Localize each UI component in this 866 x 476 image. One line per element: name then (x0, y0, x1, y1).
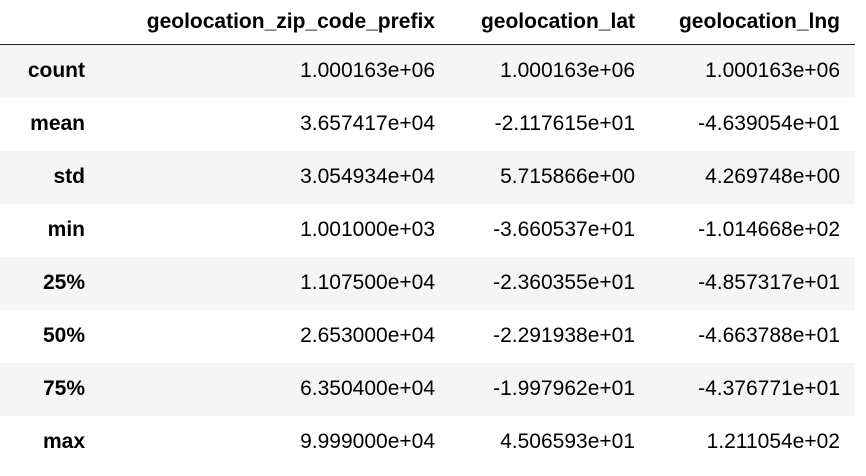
table-row: count 1.000163e+06 1.000163e+06 1.000163e+0… (0, 44, 855, 98)
row-label: 25% (42, 271, 85, 294)
cell: -2.117615e+01 (494, 112, 635, 135)
table-row: 75% 6.350400e+04 -1.997962e+01 -4.376771e+0… (0, 362, 855, 416)
cell: 1.000163e+06 (500, 59, 635, 83)
cell: -2.291938e+01 (493, 324, 635, 347)
describe-table: geolocation_zip_code_prefix geolocation_l… (0, 0, 855, 469)
row-label: mean (30, 112, 85, 135)
column-header: geolocation_lat (450, 0, 650, 45)
row-label: 50% (42, 324, 85, 347)
corner-cell (0, 0, 100, 45)
cell: 2.653000e+04 (300, 324, 435, 347)
cell: -1.014668e+02 (698, 218, 840, 241)
table-body: count 1.000163e+06 1.000163e+06 1.000163e+0… (0, 44, 855, 469)
cell: -1.997962e+01 (493, 377, 635, 400)
row-label: count (27, 59, 85, 83)
column-header: geolocation_lng (650, 0, 855, 45)
cell: 4.506593e+01 (500, 430, 635, 453)
cell: 6.350400e+04 (300, 377, 435, 400)
cell: 5.715866e+00 (500, 165, 635, 188)
cell: 1.000163e+06 (705, 59, 840, 83)
cell: 1.000163e+06 (300, 59, 435, 83)
table-row: max 9.999000e+04 4.506593e+01 1.211054e+02 (0, 416, 855, 469)
row-label: max (42, 430, 85, 453)
cell: 9.999000e+04 (300, 430, 435, 453)
table-row: std 3.054934e+04 5.715866e+00 4.269748e+00 (0, 150, 855, 204)
cell: 1.211054e+02 (706, 430, 840, 453)
cell: -2.360355e+01 (493, 271, 635, 294)
table-row: 50% 2.653000e+04 -2.291938e+01 -4.663788e+0… (0, 310, 855, 363)
cell: -4.857317e+01 (698, 271, 840, 294)
table-row: 25% 1.107500e+04 -2.360355e+01 -4.857317e+0… (0, 256, 855, 310)
cell: 4.269748e+00 (705, 165, 840, 188)
header-row: geolocation_zip_code_prefix geolocation_l… (0, 0, 855, 45)
table-row: min 1.001000e+03 -3.660537e+01 -1.014668e+0… (0, 204, 855, 257)
cell: -4.639054e+01 (698, 112, 840, 135)
row-label: std (53, 165, 86, 188)
cell: 3.054934e+04 (300, 165, 435, 188)
row-label: min (47, 218, 85, 241)
cell: -4.376771e+01 (698, 377, 840, 400)
row-label: 75% (42, 377, 85, 400)
cell: 3.657417e+04 (300, 112, 435, 135)
table-row: mean 3.657417e+04 -2.117615e+01 -4.639054e+… (0, 98, 855, 151)
cell: 1.001000e+03 (300, 218, 435, 241)
cell: -3.660537e+01 (493, 218, 635, 241)
cell: -4.663788e+01 (698, 324, 840, 347)
cell: 1.107500e+04 (300, 271, 435, 294)
column-header: geolocation_zip_code_prefix (100, 0, 450, 45)
